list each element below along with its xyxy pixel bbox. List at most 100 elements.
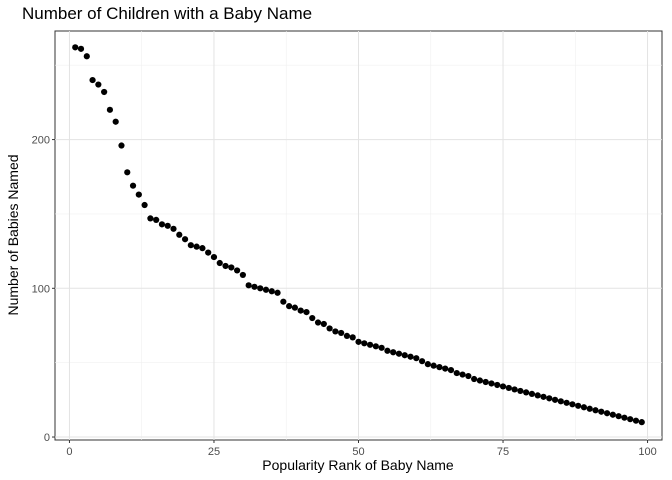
data-point [627, 416, 634, 423]
y-axis-title: Number of Babies Named [5, 154, 21, 315]
data-point [499, 383, 507, 390]
data-point [216, 259, 223, 267]
data-point [372, 343, 379, 350]
data-point [106, 106, 114, 113]
data-point [129, 182, 137, 189]
major-gridlines [55, 31, 662, 440]
data-point [199, 245, 206, 252]
data-point [459, 371, 466, 378]
data-point [228, 264, 235, 271]
data-point [332, 328, 339, 335]
data-point [580, 404, 588, 411]
data-point [557, 398, 564, 405]
data-point [187, 242, 194, 249]
y-tick-label: 0 [44, 432, 50, 444]
data-point [158, 221, 166, 228]
data-point [72, 44, 79, 51]
data-point [476, 377, 483, 384]
data-point [280, 298, 287, 305]
data-point [355, 338, 362, 345]
data-point [424, 361, 431, 368]
data-point [546, 395, 553, 402]
data-point [551, 396, 559, 403]
data-point [378, 344, 385, 351]
data-point [575, 402, 582, 409]
data-point [592, 407, 599, 414]
x-tick-label: 100 [638, 446, 656, 458]
x-tick-label: 50 [352, 446, 364, 458]
data-point [366, 341, 374, 348]
data-point [210, 253, 218, 261]
data-point [413, 355, 420, 362]
data-points [72, 44, 645, 426]
data-point [274, 289, 281, 296]
data-point [390, 349, 397, 356]
data-point [153, 216, 160, 223]
data-point [164, 222, 171, 229]
data-point [77, 45, 85, 52]
data-point [505, 384, 512, 392]
x-axis-title: Popularity Rank of Baby Name [262, 457, 454, 473]
data-point [205, 249, 212, 256]
data-point [222, 262, 229, 270]
data-point [95, 81, 102, 88]
x-tick-label: 25 [208, 446, 220, 458]
data-point [453, 369, 460, 377]
data-point [101, 88, 108, 96]
data-point [251, 283, 258, 290]
data-point [436, 364, 443, 371]
data-point [320, 320, 327, 328]
data-point [603, 410, 611, 417]
data-point [471, 375, 478, 383]
data-point [569, 401, 576, 408]
data-point [517, 387, 524, 395]
data-point [135, 191, 142, 198]
y-tick-label: 200 [32, 135, 50, 147]
x-tick-label: 0 [66, 446, 72, 458]
data-point [326, 325, 333, 332]
data-point [638, 419, 645, 426]
data-point [147, 215, 154, 222]
data-point [401, 352, 408, 359]
data-point [343, 332, 351, 339]
data-point [83, 53, 90, 60]
data-point [621, 414, 628, 421]
data-point [309, 314, 316, 322]
axis-ticks: 0 25 50 75 100 0 100 200 [32, 135, 657, 458]
data-point [418, 358, 426, 365]
data-point [141, 201, 148, 209]
data-point [181, 236, 189, 243]
data-point [523, 389, 530, 396]
data-point [563, 399, 570, 406]
data-point [239, 271, 246, 279]
data-point [447, 366, 455, 374]
data-point [124, 169, 131, 176]
data-point [234, 267, 241, 274]
data-point [268, 288, 275, 295]
data-point [442, 365, 449, 372]
data-point [395, 350, 403, 357]
data-point [314, 319, 322, 326]
data-point [586, 405, 593, 412]
data-point [534, 392, 541, 399]
data-point [361, 340, 368, 347]
data-point [488, 380, 495, 387]
data-point [494, 381, 501, 389]
data-point [609, 411, 616, 418]
data-point [511, 386, 518, 393]
data-point [615, 413, 622, 420]
data-point [384, 347, 391, 354]
data-point [112, 118, 119, 125]
data-point [245, 282, 252, 289]
data-point [193, 243, 200, 250]
data-point [465, 372, 472, 380]
data-point [338, 329, 345, 337]
data-point [170, 225, 177, 232]
data-point [118, 142, 125, 149]
data-point [632, 417, 640, 424]
data-point [407, 353, 414, 360]
data-point [598, 408, 605, 415]
data-point [257, 285, 264, 292]
data-point [482, 378, 489, 386]
